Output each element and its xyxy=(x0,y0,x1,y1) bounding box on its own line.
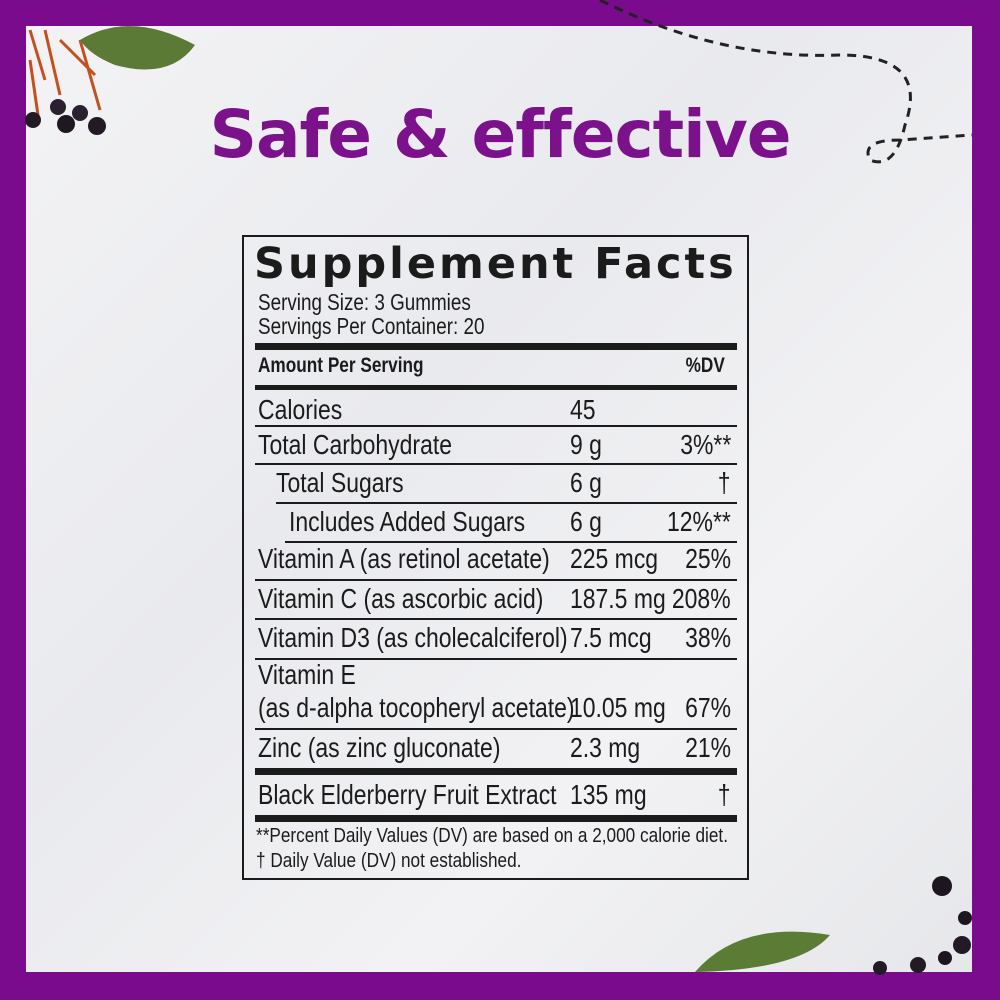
divider xyxy=(255,658,737,660)
row-amount: 7.5 mcg xyxy=(570,622,652,653)
serving-size: Serving Size: 3 Gummies xyxy=(258,289,471,315)
row-amount: 45 xyxy=(570,394,596,425)
row-name: Total Carbohydrate xyxy=(258,429,452,460)
row-dv: 208% xyxy=(672,583,731,614)
footnote-dv: **Percent Daily Values (DV) are based on… xyxy=(256,825,728,847)
row-dv: 3%** xyxy=(679,429,731,460)
facts-title: Supplement Facts xyxy=(254,239,737,289)
divider xyxy=(255,618,737,620)
leaf-and-berries-bottom-right xyxy=(695,876,972,975)
row-name: Black Elderberry Fruit Extract xyxy=(258,779,557,810)
divider xyxy=(255,579,737,581)
row-dv: 38% xyxy=(685,622,731,653)
divider xyxy=(255,385,737,390)
row-name: Total Sugars xyxy=(276,467,404,498)
row-dv: 12%** xyxy=(667,506,731,537)
row-dv: 25% xyxy=(685,543,731,574)
row-amount: 187.5 mg xyxy=(570,583,666,614)
dv-header: %DV xyxy=(685,354,725,377)
row-dv: 67% xyxy=(685,692,731,723)
row-amount: 9 g xyxy=(570,429,602,460)
row-dv: 21% xyxy=(685,732,731,763)
row-amount: 6 g xyxy=(570,506,602,537)
headline: Safe & effective xyxy=(209,96,791,173)
row-dv: † xyxy=(718,467,731,498)
row-amount: 10.05 mg xyxy=(570,692,666,723)
elderberry-branch-top-left xyxy=(25,26,195,135)
row-name: Vitamin A (as retinol acetate) xyxy=(258,543,550,574)
marble-background xyxy=(26,26,972,972)
row-amount: 135 mg xyxy=(570,779,647,810)
row-name: Includes Added Sugars xyxy=(289,506,526,537)
row-amount: 2.3 mg xyxy=(570,732,641,763)
row-name: Calories xyxy=(258,394,343,425)
divider xyxy=(255,463,737,465)
row-name: Zinc (as zinc gluconate) xyxy=(258,732,501,763)
divider xyxy=(255,728,737,730)
divider xyxy=(255,768,737,775)
row-dv: † xyxy=(718,779,731,810)
divider xyxy=(255,425,737,427)
servings-per-container: Servings Per Container: 20 xyxy=(258,313,485,339)
footnote-dagger: † Daily Value (DV) not established. xyxy=(256,850,522,872)
row-name-detail: (as d-alpha tocopheryl acetate) xyxy=(258,692,575,723)
row-name: Vitamin C (as ascorbic acid) xyxy=(258,583,544,614)
divider xyxy=(255,343,737,350)
row-name: Vitamin E xyxy=(258,659,356,690)
row-amount: 6 g xyxy=(570,467,602,498)
divider xyxy=(276,502,737,504)
row-amount: 225 mcg xyxy=(570,543,659,574)
divider xyxy=(285,541,737,543)
supplement-facts-panel: Supplement Facts Serving Size: 3 Gummies… xyxy=(242,235,749,880)
divider xyxy=(255,815,737,822)
amount-header: Amount Per Serving xyxy=(258,354,424,377)
row-name: Vitamin D3 (as cholecalciferol) xyxy=(258,622,568,653)
dashed-path-top-right xyxy=(599,0,973,164)
